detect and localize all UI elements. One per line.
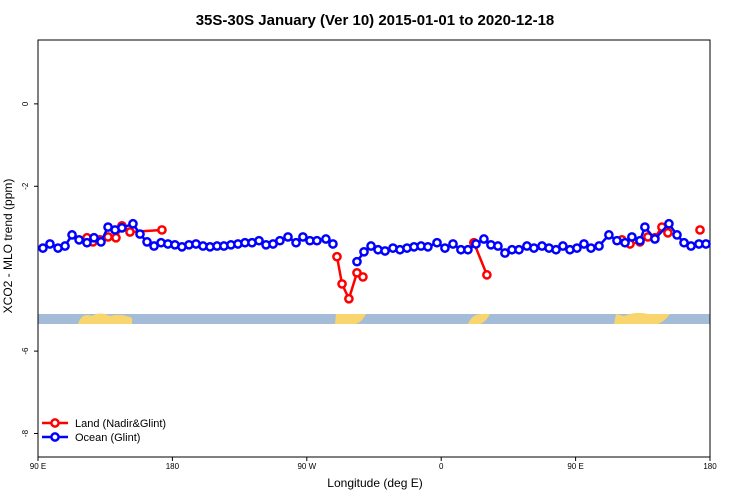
data-point <box>471 239 481 249</box>
data-point <box>686 241 696 251</box>
data-point <box>142 237 152 247</box>
land-ocean-map-strip <box>38 312 710 324</box>
data-point <box>74 234 84 245</box>
data-point <box>366 241 376 251</box>
plot-frame <box>37 39 711 458</box>
chart-title: 35S-30S January (Ver 10) 2015-01-01 to 2… <box>196 12 555 29</box>
data-point <box>664 218 674 229</box>
legend-marker <box>50 418 60 428</box>
data-point <box>128 218 138 229</box>
y-tick-label: -6 <box>21 347 30 355</box>
data-point <box>45 239 55 249</box>
data-point <box>89 232 99 243</box>
data-point <box>529 243 539 253</box>
data-point <box>579 239 589 249</box>
data-point <box>612 235 622 246</box>
data-point <box>672 230 682 240</box>
legend-label: Ocean (Glint) <box>75 432 140 444</box>
data-point <box>135 229 145 239</box>
data-point <box>432 237 442 248</box>
x-tick-label: 180 <box>166 462 180 471</box>
data-point <box>558 241 568 251</box>
data-point <box>514 244 524 255</box>
data-point <box>620 237 630 248</box>
data-point <box>423 242 433 252</box>
data-point <box>572 243 582 253</box>
x-axis-label: Longitude (deg E) <box>327 476 422 490</box>
data-point <box>627 232 637 242</box>
y-tick-label: -8 <box>21 429 30 437</box>
data-point <box>125 227 135 237</box>
data-point <box>640 222 650 232</box>
data-point <box>635 235 645 246</box>
legend-marker <box>50 432 60 442</box>
data-point <box>594 241 604 251</box>
y-tick-label: 0 <box>21 101 30 106</box>
data-point <box>60 241 70 251</box>
data-point <box>82 237 92 248</box>
data-point <box>344 293 354 304</box>
data-point <box>275 235 285 246</box>
x-tick-label: 180 <box>703 462 717 471</box>
data-point <box>117 223 127 233</box>
data-point <box>358 272 368 282</box>
data-point <box>695 225 705 235</box>
data-point <box>291 237 301 248</box>
data-point <box>321 234 331 244</box>
legend-label: Land (Nadir&Glint) <box>75 418 166 430</box>
data-point <box>650 234 660 244</box>
x-tick-label: 0 <box>439 462 444 471</box>
data-point <box>701 239 711 249</box>
y-tick-label: -2 <box>21 182 30 190</box>
data-point <box>482 270 492 280</box>
data-point <box>479 234 489 244</box>
data-point <box>440 243 450 253</box>
x-tick-label: 90 W <box>297 462 316 471</box>
data-point <box>298 232 308 242</box>
data-point <box>312 235 322 246</box>
data-point <box>359 246 369 257</box>
x-tick-label: 90 E <box>567 462 583 471</box>
data-point <box>67 230 77 240</box>
data-point <box>38 243 48 253</box>
data-point <box>96 237 106 247</box>
data-point <box>332 251 342 262</box>
y-axis-label: XCO2 - MLO trend (ppm) <box>1 179 15 314</box>
x-tick-label: 90 E <box>30 462 46 471</box>
data-point <box>463 244 473 255</box>
data-point <box>157 225 167 235</box>
data-point <box>283 232 293 242</box>
data-point <box>493 241 503 251</box>
data-point <box>337 279 347 289</box>
data-point <box>586 243 596 253</box>
data-point <box>663 227 673 238</box>
data-point <box>551 244 561 255</box>
data-point <box>448 239 458 249</box>
data-point <box>254 235 264 246</box>
data-point <box>111 232 121 243</box>
data-point <box>328 239 338 249</box>
data-point <box>352 256 362 267</box>
data-point <box>380 246 390 256</box>
data-point <box>604 230 614 240</box>
